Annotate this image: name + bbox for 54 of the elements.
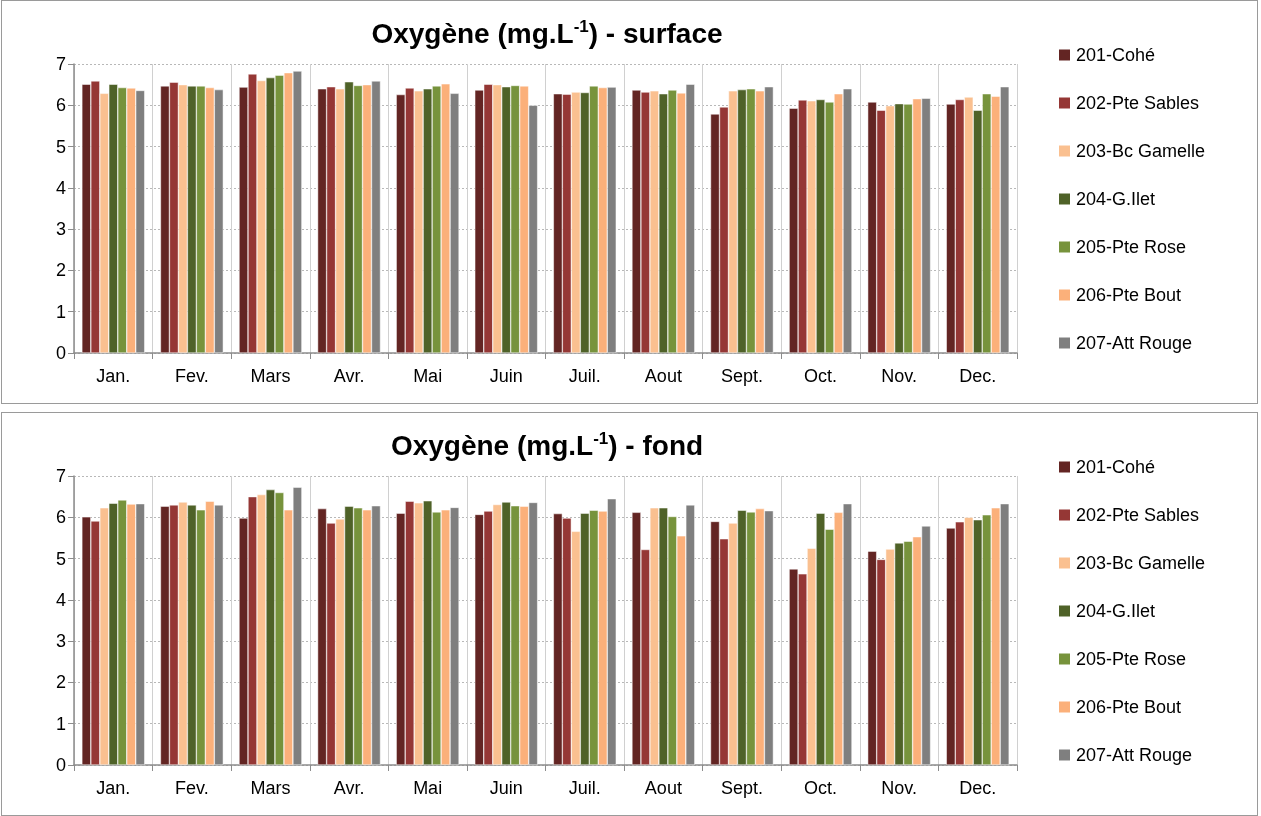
legend-label: 205-Pte Rose [1076, 649, 1187, 669]
x-tick-label: Dec. [959, 778, 997, 798]
x-tick-label: Jan. [96, 366, 131, 386]
x-tick-label: Juin [489, 778, 523, 798]
legend-label: 206-Pte Bout [1076, 697, 1182, 717]
y-tick-label: 1 [55, 301, 66, 322]
y-tick-label: 4 [55, 177, 66, 198]
y-tick-label: 2 [55, 260, 66, 281]
y-tick-label: 5 [55, 548, 66, 569]
y-tick-label: 7 [55, 54, 66, 74]
x-tick-label: Sept. [720, 778, 763, 798]
legend-label: 202-Pte Sables [1076, 505, 1200, 525]
x-tick-label: Nov. [881, 366, 917, 386]
x-tick-label: Nov. [881, 778, 917, 798]
x-tick-label: Juin [489, 366, 523, 386]
legend-label: 202-Pte Sables [1076, 93, 1200, 113]
x-tick-label: Juil. [568, 778, 601, 798]
x-tick-label: Fev. [175, 778, 209, 798]
legend-label: 203-Bc Gamelle [1076, 553, 1206, 573]
x-tick-label: Avr. [333, 366, 365, 386]
legend-label: 206-Pte Bout [1076, 285, 1182, 305]
x-tick-label: Avr. [333, 778, 365, 798]
y-tick-label: 1 [55, 713, 66, 734]
x-tick-label: Aout [644, 778, 682, 798]
x-tick-label: Sept. [720, 366, 763, 386]
legend-label: 207-Att Rouge [1076, 745, 1193, 765]
x-tick-label: Oct. [804, 778, 838, 798]
legend-label: 204-G.Ilet [1076, 601, 1156, 621]
y-tick-label: 7 [55, 466, 66, 486]
legend-label: 207-Att Rouge [1076, 333, 1193, 353]
x-tick-label: Mai [413, 366, 443, 386]
y-tick-label: 0 [55, 755, 66, 775]
legend-label: 203-Bc Gamelle [1076, 141, 1206, 161]
y-tick-label: 5 [55, 136, 66, 157]
x-tick-label: Jan. [96, 778, 131, 798]
x-tick-label: Mars [250, 366, 291, 386]
legend-label: 201-Cohé [1076, 457, 1156, 477]
x-tick-label: Mars [250, 778, 291, 798]
y-tick-label: 6 [55, 507, 66, 528]
y-tick-label: 4 [55, 589, 66, 610]
x-tick-label: Oct. [804, 366, 838, 386]
y-tick-label: 6 [55, 95, 66, 116]
y-tick-label: 3 [55, 219, 66, 240]
legend-label: 201-Cohé [1076, 45, 1156, 65]
y-tick-label: 3 [55, 631, 66, 652]
x-tick-label: Fev. [175, 366, 209, 386]
y-tick-label: 0 [55, 343, 66, 363]
x-tick-label: Dec. [959, 366, 997, 386]
x-tick-label: Mai [413, 778, 443, 798]
legend-label: 205-Pte Rose [1076, 237, 1187, 257]
legend-label: 204-G.Ilet [1076, 189, 1156, 209]
y-tick-label: 2 [55, 672, 66, 693]
x-tick-label: Juil. [568, 366, 601, 386]
x-tick-label: Aout [644, 366, 682, 386]
